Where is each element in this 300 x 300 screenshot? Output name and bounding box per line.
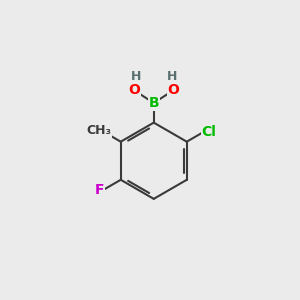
Text: O: O <box>167 83 179 97</box>
Text: H: H <box>167 70 177 83</box>
Text: CH₃: CH₃ <box>86 124 111 137</box>
Text: Cl: Cl <box>201 125 216 139</box>
Text: H: H <box>130 70 141 83</box>
Text: O: O <box>128 83 140 97</box>
Text: B: B <box>148 96 159 110</box>
Text: F: F <box>95 183 104 196</box>
